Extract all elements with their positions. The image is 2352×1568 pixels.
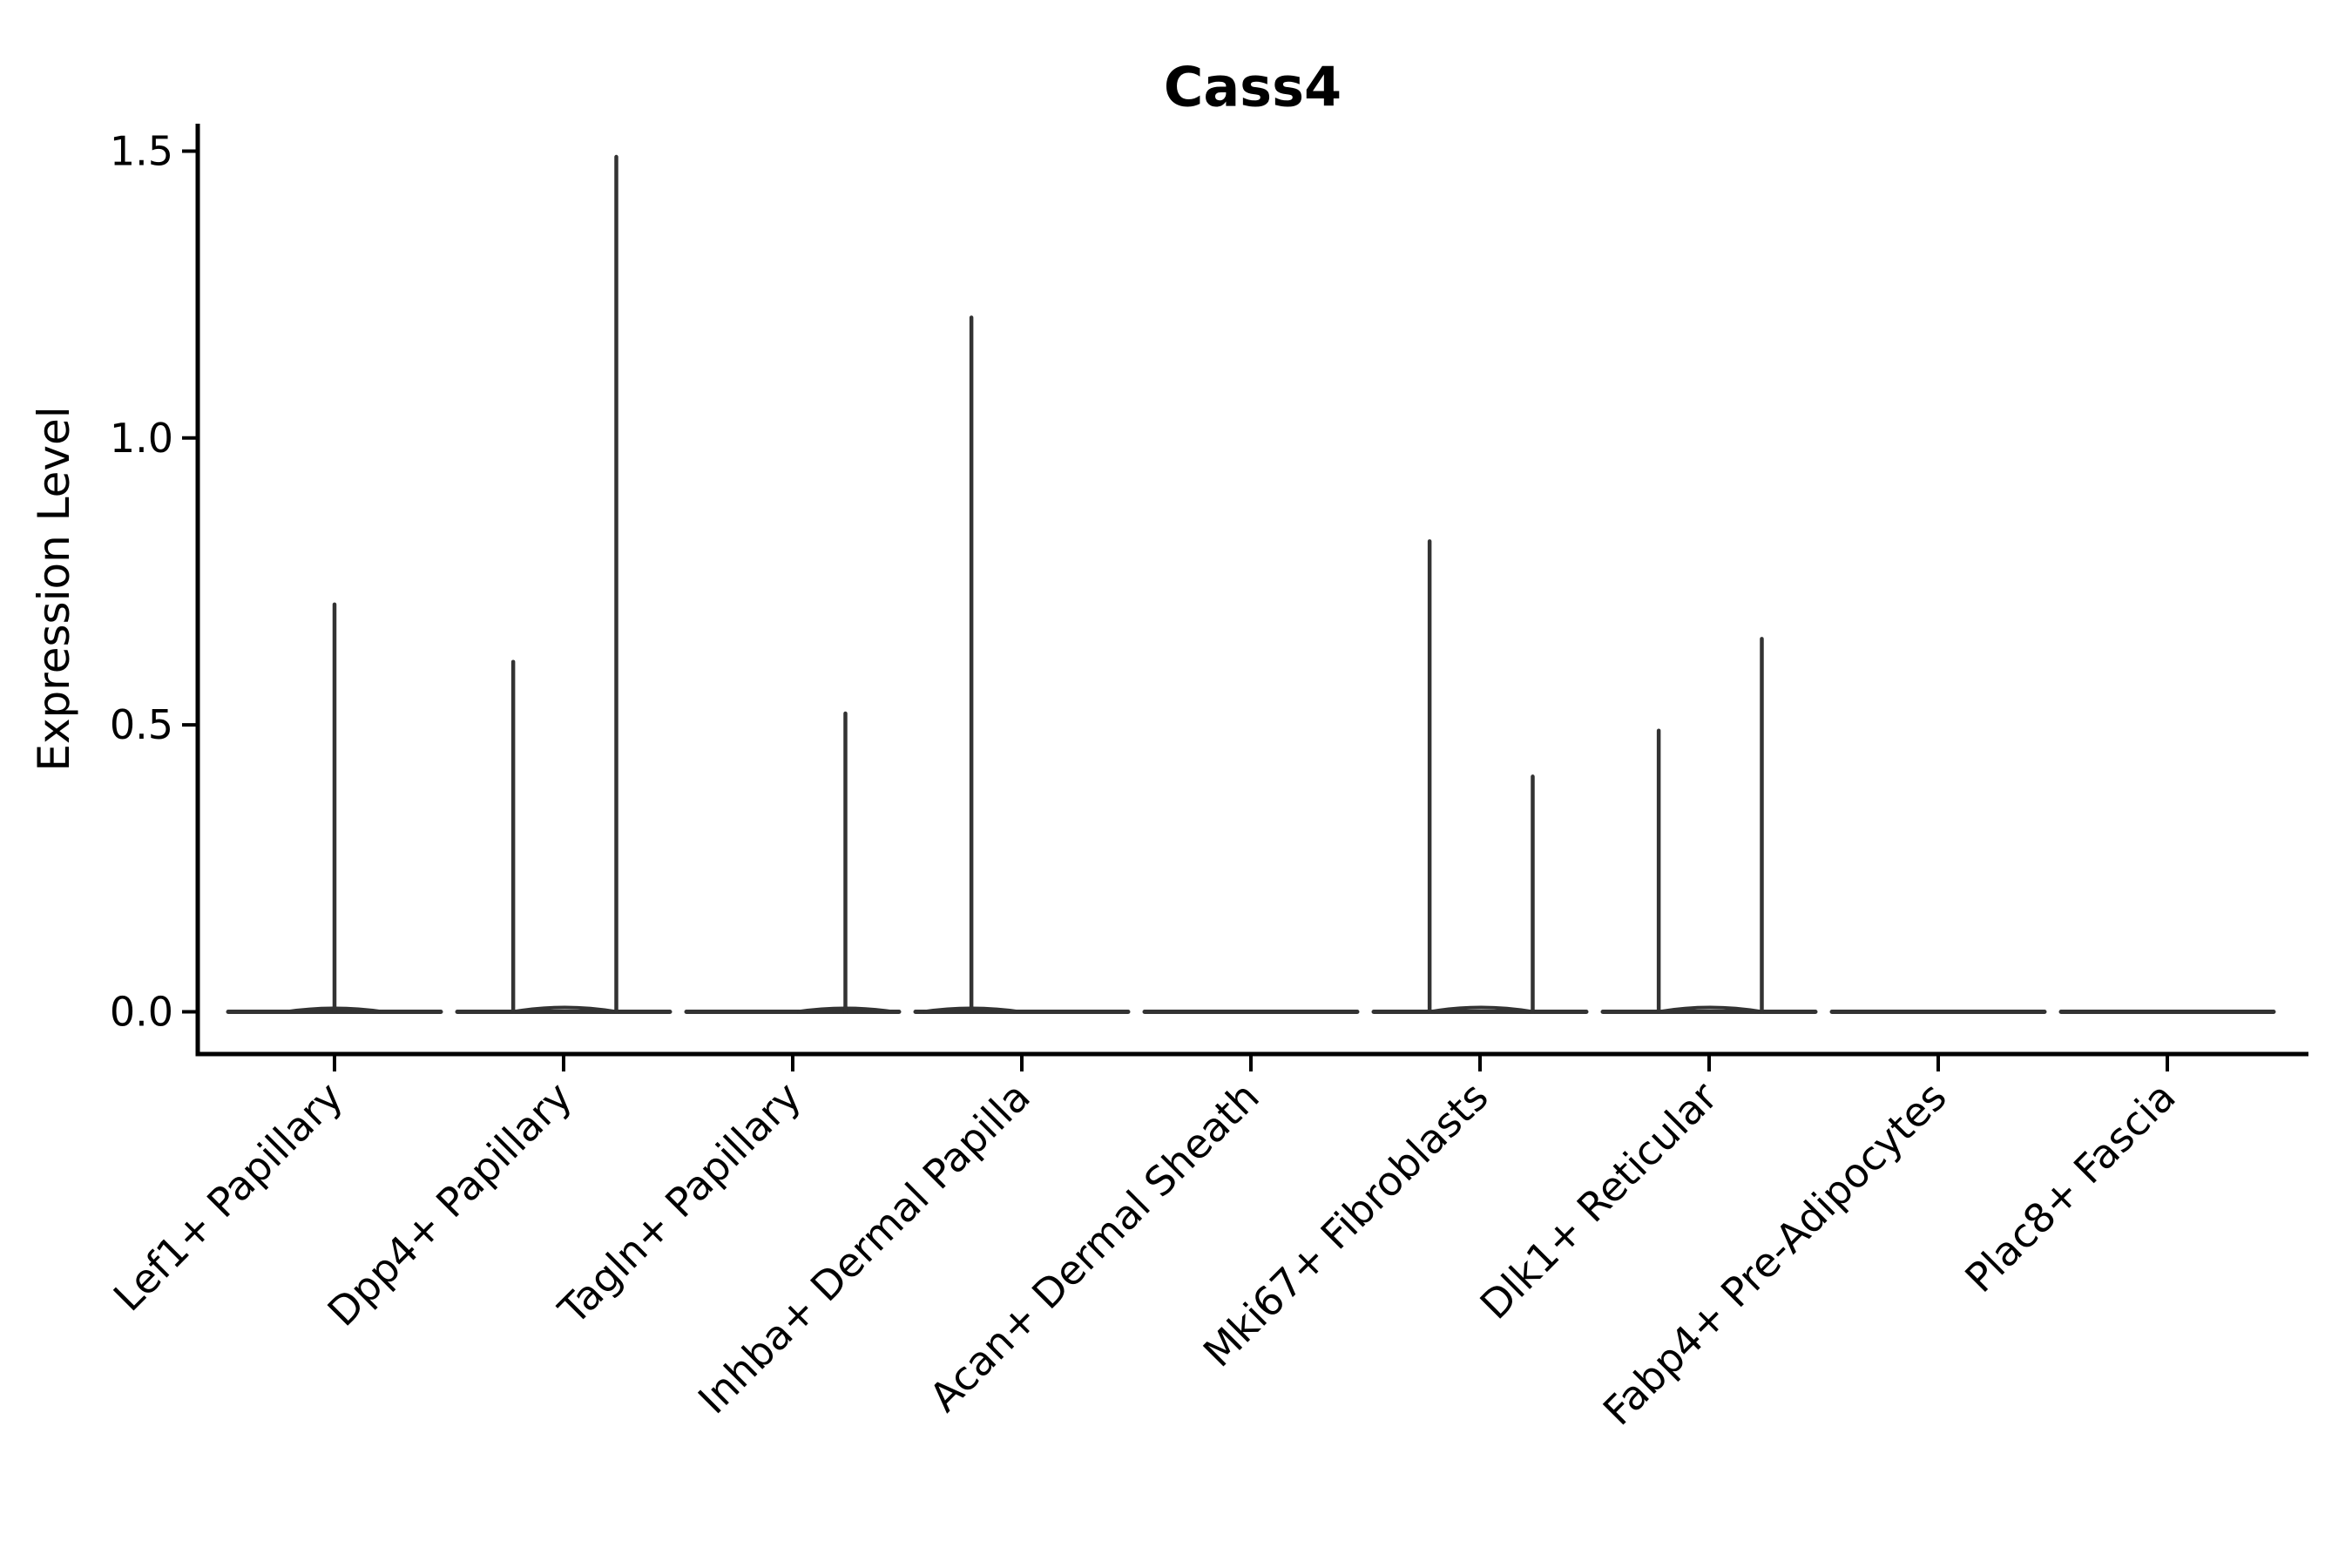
violin-tagln-papillary bbox=[684, 711, 902, 1014]
x-tick-label-lef1-papillary: Lef1+ Papillary bbox=[105, 1073, 352, 1321]
violin-dpp4-papillary bbox=[455, 154, 672, 1014]
x-tick-label-tagln-papillary: Tagln+ Papillary bbox=[549, 1073, 810, 1335]
plot-title: Cass4 bbox=[1164, 56, 1342, 119]
y-tick-label: 1.0 bbox=[110, 415, 173, 462]
violin-dlk1-reticular bbox=[1600, 637, 1818, 1014]
x-tick-label-dlk1-reticular: Dlk1+ Reticular bbox=[1471, 1073, 1727, 1328]
violin-body-bulge bbox=[1658, 1005, 1762, 1014]
x-tick-label-plac8-fascia: Plac8+ Fascia bbox=[1956, 1073, 2184, 1301]
y-axis-label: Expression Level bbox=[29, 406, 79, 771]
y-tick-label: 0.5 bbox=[110, 701, 173, 748]
violin-inhba-dermal-papilla bbox=[913, 315, 1131, 1014]
y-tick-label: 1.5 bbox=[110, 127, 173, 174]
violin-mki67-fibroblasts bbox=[1371, 539, 1589, 1014]
violin-body-bulge bbox=[512, 1005, 617, 1014]
y-tick-label: 0.0 bbox=[110, 989, 173, 1036]
violin-body-bulge bbox=[1429, 1005, 1533, 1014]
violin-lef1-papillary bbox=[226, 602, 443, 1014]
violins-layer bbox=[226, 154, 2276, 1014]
x-tick-label-dpp4-papillary: Dpp4+ Papillary bbox=[319, 1073, 581, 1335]
